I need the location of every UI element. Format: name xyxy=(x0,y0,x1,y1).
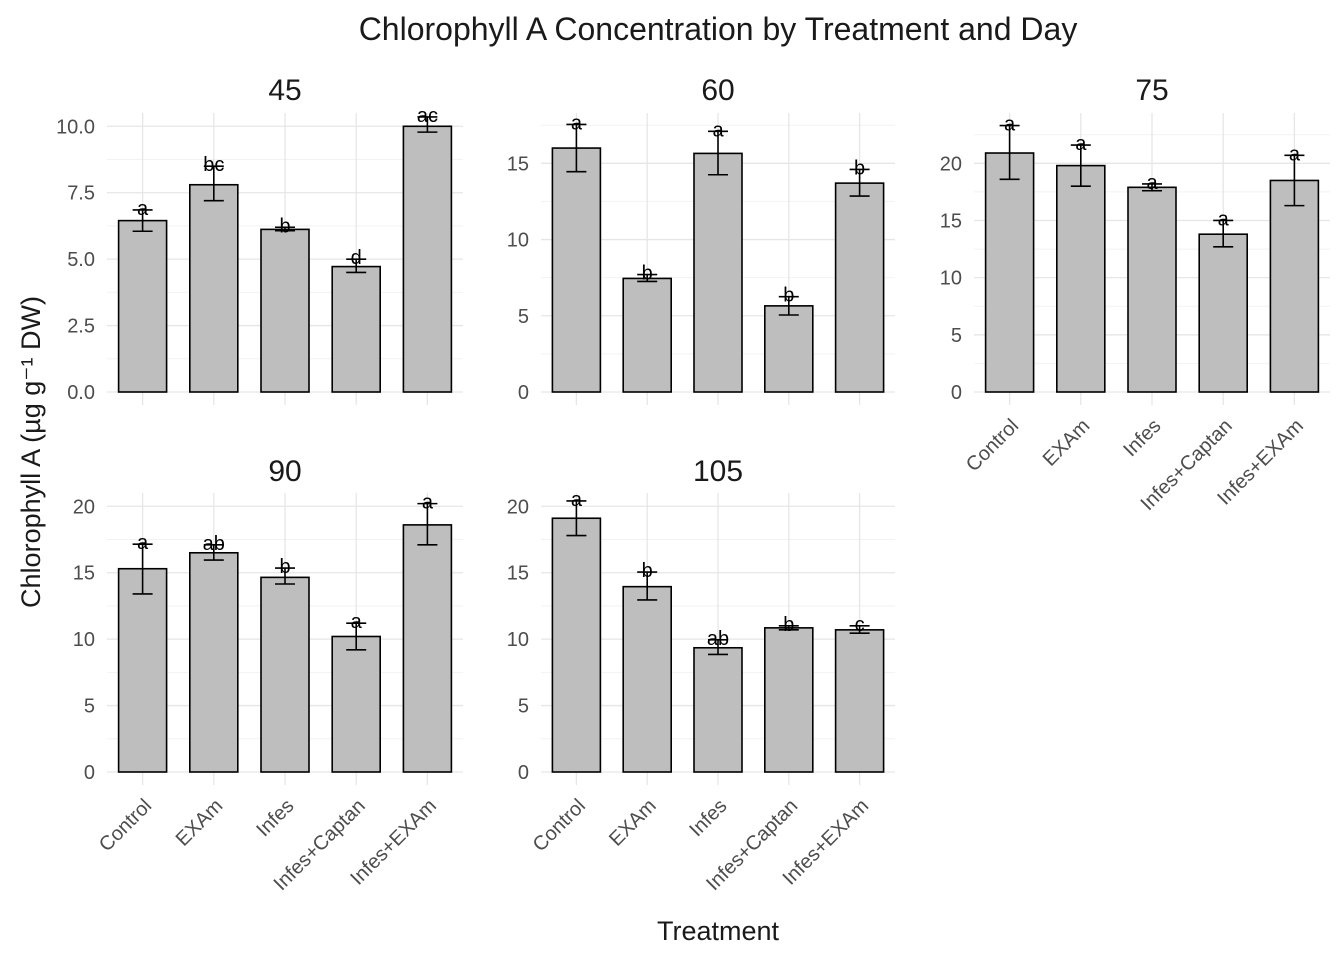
x-tick-label: EXAm xyxy=(605,795,661,851)
y-tick-label: 0 xyxy=(951,382,962,404)
y-tick-label: 5 xyxy=(951,325,962,347)
bar xyxy=(117,567,168,773)
bar xyxy=(402,125,453,393)
bar xyxy=(551,147,602,393)
y-tick-label: 15 xyxy=(507,153,529,175)
x-tick-label: EXAm xyxy=(172,795,228,851)
bar xyxy=(189,551,239,773)
bar xyxy=(551,517,602,773)
x-axis-label: Treatment xyxy=(657,916,780,946)
significance-letter: b xyxy=(279,215,290,237)
bar xyxy=(1269,179,1320,393)
y-tick-label: 20 xyxy=(507,496,529,518)
bar xyxy=(402,524,453,773)
y-tick-label: 15 xyxy=(507,563,529,585)
bar xyxy=(1127,186,1177,393)
bar xyxy=(1056,164,1106,393)
bar xyxy=(622,585,673,773)
y-tick-label: 10 xyxy=(940,268,962,290)
facet-label: 60 xyxy=(701,74,734,107)
x-tick-label: Infes xyxy=(685,795,731,841)
y-tick-label: 0 xyxy=(84,762,95,784)
y-tick-label: 20 xyxy=(73,496,95,518)
y-tick-label: 0 xyxy=(518,382,529,404)
significance-letter: a xyxy=(137,532,149,554)
significance-letter: a xyxy=(1146,172,1158,194)
bar xyxy=(834,629,885,773)
significance-letter: b xyxy=(854,157,865,179)
facet-label: 105 xyxy=(693,455,743,488)
significance-letter: b xyxy=(783,285,794,307)
significance-letter: a xyxy=(137,198,149,220)
facet-label: 45 xyxy=(268,74,301,107)
facet-panel-45: 45 0.0 2.5 5.0 7.5 10.0 a bc b d ac xyxy=(56,74,463,405)
significance-letter: a xyxy=(571,489,583,511)
facet-panel-90: 9005101520aControlabEXAmbInfesaInfes+Cap… xyxy=(73,455,463,895)
significance-letter: d xyxy=(351,247,362,269)
bar xyxy=(260,228,310,393)
y-tick-label: 10 xyxy=(507,629,529,651)
y-tick-label: 0.0 xyxy=(67,382,95,404)
y-tick-label: 15 xyxy=(940,210,962,232)
y-tick-label: 5 xyxy=(518,696,529,718)
y-tick-label: 0 xyxy=(518,762,529,784)
significance-letter: bc xyxy=(203,154,224,176)
y-tick-label: 10 xyxy=(507,230,529,252)
bar xyxy=(189,183,239,393)
bar xyxy=(693,646,743,773)
x-tick-label: EXAm xyxy=(1039,415,1095,471)
x-tick-label: Control xyxy=(962,415,1023,476)
bar xyxy=(331,635,382,773)
significance-letter: c xyxy=(855,614,865,636)
y-tick-label: 5 xyxy=(84,696,95,718)
significance-letter: ab xyxy=(203,533,225,555)
significance-letter: a xyxy=(351,611,363,633)
bar xyxy=(693,152,743,393)
significance-letter: a xyxy=(571,112,583,134)
significance-letter: a xyxy=(422,492,434,514)
bar xyxy=(260,576,310,773)
significance-letter: a xyxy=(1289,143,1301,165)
y-tick-label: 5 xyxy=(518,306,529,328)
bar xyxy=(622,277,673,393)
bar xyxy=(1198,233,1248,393)
y-tick-label: 7.5 xyxy=(67,183,95,205)
significance-letter: ac xyxy=(417,105,438,127)
y-axis-label: Chlorophyll A (µg g⁻¹ DW) xyxy=(16,296,46,608)
facet-label: 75 xyxy=(1135,74,1168,107)
significance-letter: ab xyxy=(707,628,729,650)
facet-label: 90 xyxy=(268,455,301,488)
significance-letter: b xyxy=(642,560,653,582)
significance-letter: a xyxy=(1218,208,1230,230)
y-tick-label: 2.5 xyxy=(67,316,95,338)
bar xyxy=(834,182,885,393)
x-tick-label: Infes xyxy=(252,795,298,841)
y-tick-label: 15 xyxy=(73,563,95,585)
x-tick-label: Infes xyxy=(1119,415,1165,461)
x-tick-label: Control xyxy=(529,795,590,856)
chart-title: Chlorophyll A Concentration by Treatment… xyxy=(359,11,1078,47)
y-tick-label: 20 xyxy=(940,153,962,175)
y-tick-label: 10 xyxy=(73,629,95,651)
facet-panel-75: 7505101520aControlaEXAmaInfesaInfes+Capt… xyxy=(940,74,1330,515)
bar xyxy=(117,219,168,393)
bar xyxy=(984,152,1035,393)
significance-letter: b xyxy=(642,263,653,285)
x-tick-label: Control xyxy=(95,795,156,856)
significance-letter: b xyxy=(279,556,290,578)
significance-letter: a xyxy=(1004,114,1016,136)
bar xyxy=(331,265,382,393)
bar xyxy=(763,627,814,773)
y-tick-label: 5.0 xyxy=(67,249,95,271)
y-tick-label: 10.0 xyxy=(56,116,95,138)
facet-panel-60: 60 0 5 10 15 a b a b b xyxy=(507,74,895,405)
significance-letter: a xyxy=(1075,133,1087,155)
significance-letter: a xyxy=(712,119,724,141)
bar xyxy=(763,305,814,393)
significance-letter: b xyxy=(783,614,794,636)
